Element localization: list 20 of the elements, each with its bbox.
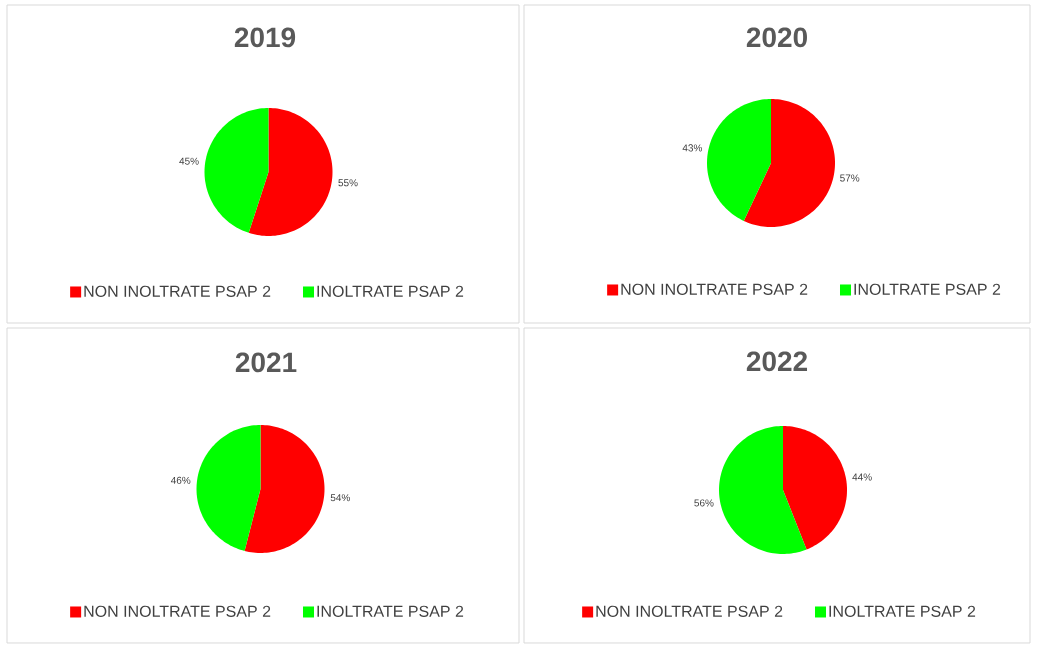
data-label: 55% [338,179,358,187]
data-label: 57% [840,174,860,182]
data-label: 45% [179,157,199,165]
chart-title: 2019 [234,27,296,48]
data-label: 46% [170,476,191,484]
legend-label: NON INOLTRATE PSAP 2 [84,605,271,617]
legend-label: NON INOLTRATE PSAP 2 [596,605,783,617]
legend-label: INOLTRATE PSAP 2 [317,285,464,297]
legend-label: NON INOLTRATE PSAP 2 [84,285,271,297]
legend-label: INOLTRATE PSAP 2 [317,605,464,617]
legend-label: INOLTRATE PSAP 2 [829,605,976,617]
data-label: 56% [694,499,714,507]
chart-title: 2021 [235,352,297,373]
chart-title: 2020 [746,27,807,48]
data-label: 44% [852,473,872,481]
legend-label: INOLTRATE PSAP 2 [854,283,1001,295]
data-label: 54% [330,494,350,502]
chart-title: 2022 [746,351,808,372]
legend-label: NON INOLTRATE PSAP 2 [621,283,808,295]
data-label: 43% [682,144,702,152]
